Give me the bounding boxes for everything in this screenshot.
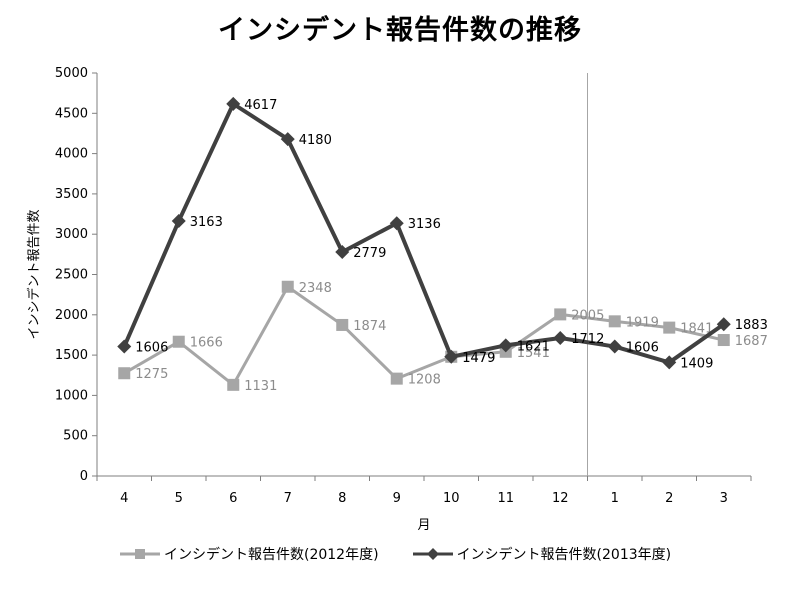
data-point	[336, 318, 349, 331]
data-label: 1409	[680, 356, 713, 371]
data-point	[662, 355, 677, 370]
legend-label-2013: インシデント報告件数(2013年度)	[456, 547, 672, 563]
x-tick-label: 8	[338, 491, 346, 506]
data-label: 1883	[735, 318, 768, 333]
data-label: 1621	[517, 339, 550, 354]
data-point	[171, 214, 186, 229]
y-tick-label: 5000	[55, 66, 88, 81]
x-axis-title: 月	[417, 518, 430, 533]
x-tick-label: 5	[175, 491, 183, 506]
data-point	[716, 317, 731, 332]
x-tick-label: 11	[497, 491, 514, 506]
x-tick-label: 3	[720, 491, 728, 506]
data-label: 1541	[517, 346, 550, 361]
legend: インシデント報告件数(2012年度) インシデント報告件数(2013年度)	[120, 540, 740, 568]
y-tick-label: 0	[80, 469, 88, 484]
data-label: 4180	[299, 133, 332, 148]
data-label: 1841	[680, 322, 713, 337]
data-label: 1666	[190, 336, 223, 351]
x-tick-label: 12	[552, 491, 569, 506]
x-tick-label: 2	[665, 491, 673, 506]
series-2012: 1275 1666 1131 2348 1874 1208 1479 1541 2005 1919…	[118, 280, 768, 394]
x-tick-label: 7	[284, 491, 292, 506]
data-label: 2348	[299, 281, 332, 296]
data-label: 1479	[462, 351, 495, 366]
data-point	[608, 315, 621, 328]
y-tick-label: 1000	[55, 388, 88, 403]
y-axis-title: インシデント報告件数	[26, 209, 42, 339]
data-point	[227, 378, 240, 391]
chart-axes: 0 500 1000 1500 2000 2500 3000 3500 4000 4500 5000…	[55, 66, 752, 506]
data-point	[118, 367, 131, 380]
data-point	[554, 308, 567, 321]
data-label: 2005	[571, 308, 604, 323]
data-label: 1712	[571, 332, 604, 347]
data-point	[389, 216, 404, 231]
y-tick-label: 1500	[55, 348, 88, 363]
data-label: 1919	[626, 315, 659, 330]
legend-symbol-2013	[412, 548, 453, 560]
data-label: 1131	[244, 379, 277, 394]
y-tick-label: 3500	[55, 187, 88, 202]
series-line	[122, 101, 725, 365]
legend-label-2012: インシデント報告件数(2012年度)	[164, 547, 379, 563]
data-point	[444, 349, 459, 364]
data-label: 1208	[408, 373, 441, 388]
y-tick-label: 4000	[55, 147, 88, 162]
data-point	[117, 339, 132, 354]
y-tick-label: 500	[63, 429, 88, 444]
data-label: 1275	[135, 367, 168, 382]
y-tick-label: 2000	[55, 308, 88, 323]
data-point	[280, 132, 295, 147]
data-point	[717, 334, 730, 347]
legend-item-2013: インシデント報告件数(2013年度)	[412, 544, 672, 564]
data-point	[498, 338, 513, 353]
legend-item-2012: インシデント報告件数(2012年度)	[120, 544, 379, 564]
data-point	[607, 339, 622, 354]
x-tick-label: 6	[229, 491, 237, 506]
x-tick-label: 10	[443, 491, 460, 506]
legend-symbol-2012	[120, 549, 160, 559]
data-label: 1874	[353, 319, 386, 334]
data-point	[553, 331, 568, 346]
chart-title: インシデント報告件数の推移	[218, 15, 582, 46]
y-tick-label: 2500	[55, 268, 88, 283]
data-label: 3163	[190, 215, 223, 230]
x-tick-label: 4	[120, 491, 128, 506]
y-tick-label: 3000	[55, 227, 88, 242]
y-tick-label: 4500	[55, 106, 88, 121]
data-label: 1687	[735, 334, 768, 349]
data-point	[172, 335, 185, 348]
data-label: 4617	[244, 98, 277, 113]
data-label: 1606	[626, 341, 659, 356]
data-point	[663, 321, 676, 334]
data-label: 2779	[353, 246, 386, 261]
data-label: 1606	[135, 341, 168, 356]
x-tick-label: 9	[393, 491, 401, 506]
data-label: 3136	[408, 217, 441, 232]
data-point	[335, 245, 350, 260]
series-line	[123, 285, 725, 387]
data-point	[390, 372, 403, 385]
data-point	[226, 96, 241, 111]
data-point	[281, 280, 294, 293]
series-2013: 1606 3163 4617 4180 2779 3136 1479 1621 1712 1606…	[117, 96, 768, 371]
x-tick-label: 1	[611, 491, 619, 506]
